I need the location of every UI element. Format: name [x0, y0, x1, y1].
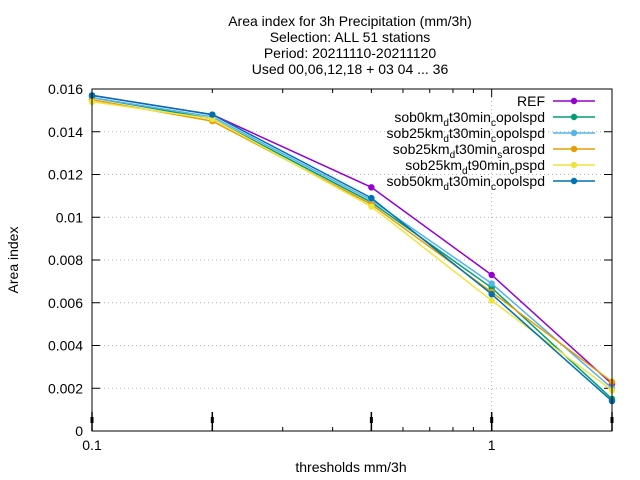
legend-label: sob25kmdt30minsarospd: [393, 141, 545, 161]
threshold-marker-head: [369, 417, 373, 423]
data-point: [368, 194, 375, 202]
legend-entry: sob25kmdt30mincopolspd: [387, 125, 595, 145]
data-point: [488, 280, 495, 287]
series: [88, 92, 616, 405]
legend-label: sob25kmdt30mincopolspd: [387, 125, 545, 145]
legend-swatch-point: [570, 97, 578, 105]
y-tick-label: 0.012: [48, 167, 83, 183]
y-tick-label: 0.002: [48, 380, 83, 396]
legend-entry: sob25kmdt90mincpspd: [405, 157, 595, 177]
legend-label: sob50kmdt30mincopolspd: [387, 173, 545, 193]
legend: REFsob0kmdt30mincopolspdsob25kmdt30minco…: [387, 93, 595, 193]
title-line-2: Selection: ALL 51 stations: [270, 29, 431, 45]
legend-label: sob25kmdt90mincpspd: [405, 157, 545, 177]
data-point: [488, 291, 495, 298]
y-tick-label: 0.004: [48, 338, 83, 354]
y-tick-label: 0.01: [56, 209, 83, 225]
data-point: [488, 271, 495, 279]
data-point: [368, 203, 375, 210]
data-point: [209, 111, 216, 118]
data-point: [368, 184, 375, 191]
y-axis-label: Area index: [5, 227, 21, 294]
axis-ticks: 0 0.002 0.004 0.006 0.008 0.01 0.012 0.014 0.016…: [48, 81, 612, 453]
legend-entry: sob0kmdt30mincopolspd: [394, 109, 595, 129]
legend-entry: sob25kmdt30minsarospd: [393, 141, 595, 161]
legend-swatch-point: [570, 161, 578, 169]
legend-entry: REF: [517, 93, 595, 109]
title-line-3: Period: 20211110-20211120: [264, 45, 437, 61]
legend-label: sob0kmdt30mincopolspd: [394, 109, 545, 129]
legend-label: REF: [517, 93, 545, 109]
y-tick-label: 0.008: [48, 252, 83, 268]
y-tick-label: 0.014: [48, 124, 83, 140]
legend-swatch-point: [570, 113, 578, 121]
plot-frame: [91, 88, 613, 432]
x-tick-label: 0.1: [82, 437, 102, 453]
legend-swatch-point: [570, 145, 578, 153]
y-tick-label: 0: [75, 423, 83, 439]
threshold-marker-head: [210, 417, 214, 423]
data-point: [488, 297, 495, 304]
grid: [92, 89, 612, 431]
y-tick-label: 0.006: [48, 295, 83, 311]
legend-swatch-point: [570, 177, 578, 185]
title-line-4: Used 00,06,12,18 + 03 04 ... 36: [252, 61, 449, 77]
chart-title: Area index for 3h Precipitation (mm/3h) …: [228, 13, 472, 77]
legend-entry: sob50kmdt30mincopolspd: [387, 173, 595, 193]
legend-swatch-point: [570, 129, 578, 137]
y-tick-label: 0.016: [48, 81, 83, 97]
x-axis-label: thresholds mm/3h: [295, 459, 406, 475]
x-tick-label: 1: [488, 437, 496, 453]
title-line-1: Area index for 3h Precipitation (mm/3h): [228, 13, 472, 29]
threshold-marker-head: [490, 417, 494, 423]
series-sob50kmdt30mincopolspd: [88, 92, 616, 405]
threshold-markers: [90, 412, 614, 431]
